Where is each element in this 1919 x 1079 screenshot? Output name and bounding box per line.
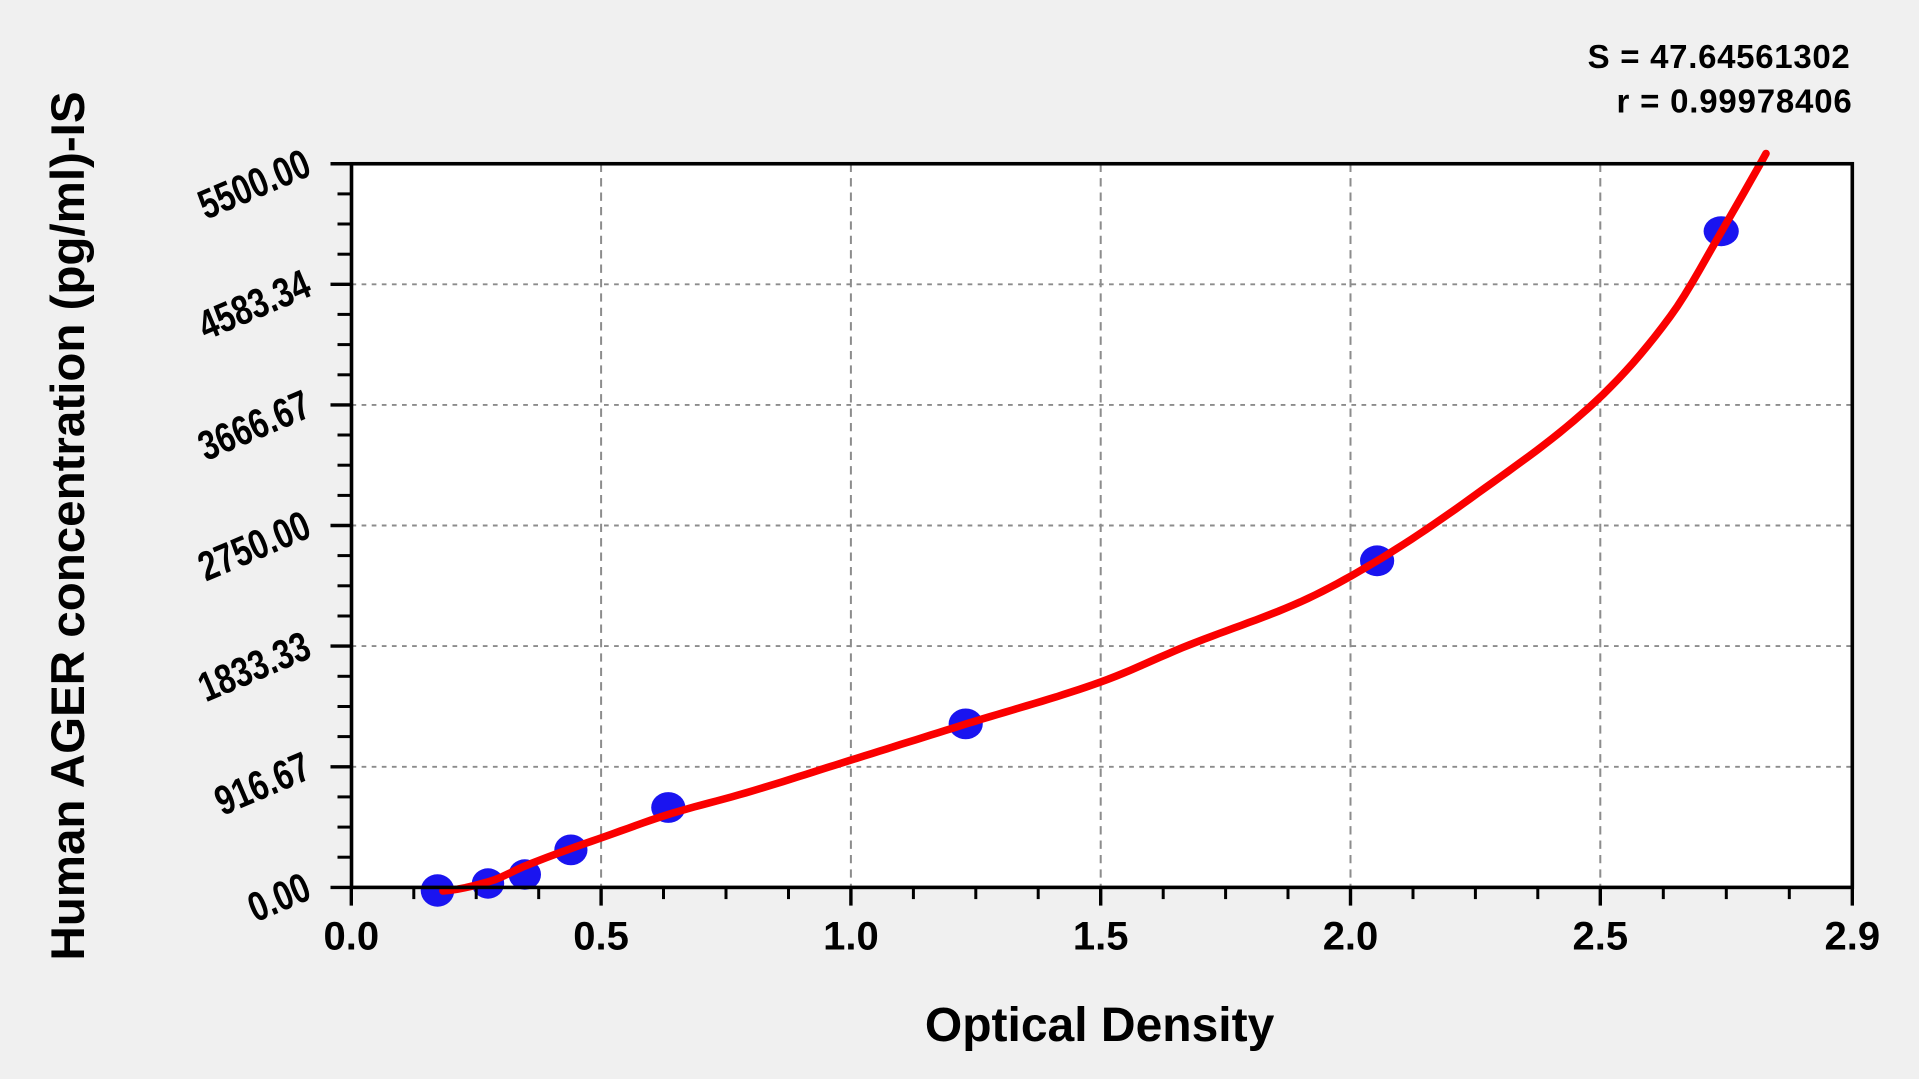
svg-text:r = 0.99978406: r = 0.99978406 — [1617, 83, 1853, 120]
svg-text:1.5: 1.5 — [1073, 915, 1129, 959]
svg-text:0.5: 0.5 — [573, 915, 629, 959]
svg-text:Human AGER concentration (pg/m: Human AGER concentration (pg/ml)-IS — [42, 91, 95, 960]
svg-text:2.9: 2.9 — [1824, 915, 1880, 959]
svg-text:S = 47.64561302: S = 47.64561302 — [1588, 38, 1851, 75]
svg-text:1.0: 1.0 — [823, 915, 879, 959]
svg-text:0.0: 0.0 — [323, 915, 379, 959]
svg-text:2.5: 2.5 — [1572, 915, 1628, 959]
svg-text:2.0: 2.0 — [1323, 915, 1379, 959]
svg-text:Optical Density: Optical Density — [925, 999, 1275, 1052]
